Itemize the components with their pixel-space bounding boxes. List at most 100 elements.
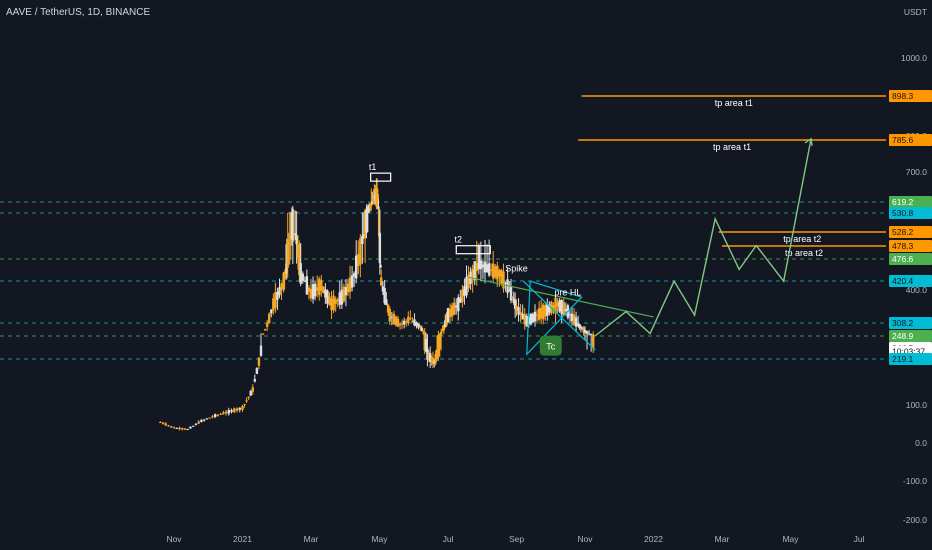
candle-body — [581, 328, 584, 330]
candle-body — [529, 313, 533, 325]
candle-body — [589, 334, 593, 336]
candle-body — [301, 273, 304, 281]
candle-body — [249, 390, 252, 396]
candle-body — [444, 320, 447, 328]
annotation-label: pre HL — [554, 287, 581, 297]
candle-body — [159, 422, 162, 424]
candle-body — [461, 289, 464, 302]
x-tick-label: Mar — [715, 534, 730, 544]
candle-body — [419, 325, 422, 329]
x-tick-label: 2022 — [644, 534, 663, 544]
candle-body — [307, 287, 311, 292]
candle-body — [178, 427, 181, 430]
candle-body — [533, 311, 537, 322]
candle-body — [362, 234, 365, 238]
candle-body — [504, 282, 507, 284]
price-tag — [889, 196, 932, 208]
candle-body — [564, 308, 568, 312]
annotation-label: t1 — [369, 162, 377, 172]
candle-body — [423, 331, 426, 351]
price-tag — [889, 317, 932, 329]
candle-body — [525, 315, 528, 327]
tc-label: Tc — [546, 342, 556, 352]
price-tag-label: 478.3 — [892, 241, 914, 251]
y-tick-label: 0.0 — [915, 438, 927, 448]
trend-line — [522, 280, 596, 351]
tp-label: tp area t2 — [783, 234, 821, 244]
price-tag — [889, 134, 932, 146]
candle-body — [473, 261, 476, 281]
candle-body — [272, 298, 275, 311]
x-tick-label: Nov — [166, 534, 182, 544]
candle-body — [582, 327, 585, 333]
candle-body — [189, 426, 192, 429]
candle-body — [385, 299, 388, 306]
candle-body — [574, 317, 578, 327]
candle-body — [283, 271, 286, 280]
candle-body — [357, 254, 360, 266]
candle-body — [338, 292, 341, 305]
candle-body — [415, 322, 418, 327]
candle-body — [295, 235, 298, 245]
candle-body — [463, 286, 466, 296]
candle-body — [243, 404, 246, 406]
wedge-shape — [526, 280, 583, 356]
candle-body — [585, 331, 589, 334]
candle-body — [386, 304, 390, 313]
candle-body — [366, 206, 370, 213]
price-tag — [889, 226, 932, 238]
candle-body — [268, 313, 271, 324]
candle-body — [539, 307, 543, 319]
candle-body — [330, 298, 333, 311]
candle-body — [455, 305, 458, 308]
chart-header: AAVE / TetherUS, 1D, BINANCE — [6, 7, 151, 18]
candle-body — [200, 419, 203, 422]
price-tag — [889, 275, 932, 287]
price-tag-label: 308.2 — [892, 318, 914, 328]
candle-body — [388, 308, 391, 322]
candle-body — [350, 275, 354, 288]
x-tick-label: Mar — [304, 534, 319, 544]
candle-body — [445, 313, 448, 326]
candle-body — [352, 273, 356, 277]
candle-body — [459, 297, 462, 303]
candle-body — [428, 353, 432, 363]
candle-body — [305, 276, 309, 295]
candle-body — [373, 188, 376, 200]
candle-body — [181, 428, 184, 430]
price-tag-label: 898.3 — [892, 91, 914, 101]
candle-body — [371, 201, 374, 204]
candle-body — [340, 289, 344, 305]
candle-body — [292, 211, 296, 213]
candle-body — [446, 308, 450, 323]
candle-body — [369, 204, 372, 209]
x-tick-label: Jul — [443, 534, 454, 544]
candle-body — [265, 322, 269, 327]
candle-body — [291, 209, 295, 241]
candle-body — [233, 408, 236, 413]
candle-body — [287, 242, 290, 244]
candle-body — [197, 421, 200, 424]
candle-body — [191, 425, 195, 427]
candle-body — [344, 287, 348, 296]
candle-body — [400, 323, 404, 325]
candle-body — [427, 352, 431, 360]
candle-body — [247, 396, 250, 398]
candle-body — [224, 411, 228, 414]
candle-body — [535, 314, 539, 316]
candle-body — [442, 324, 446, 331]
y-tick-label: 700.0 — [906, 167, 928, 177]
candle-body — [170, 426, 173, 428]
candle-body — [562, 302, 565, 316]
y-tick-label: 1000.0 — [901, 53, 927, 63]
candle-body — [424, 338, 428, 352]
candle-body — [494, 266, 497, 278]
price-tag-label: 530.8 — [892, 208, 914, 218]
candle-body — [438, 334, 441, 349]
x-tick-label: Sep — [509, 534, 524, 544]
candle-body — [378, 232, 382, 263]
candle-body — [172, 427, 176, 429]
candle-body — [513, 299, 517, 309]
candle-body — [457, 297, 460, 312]
